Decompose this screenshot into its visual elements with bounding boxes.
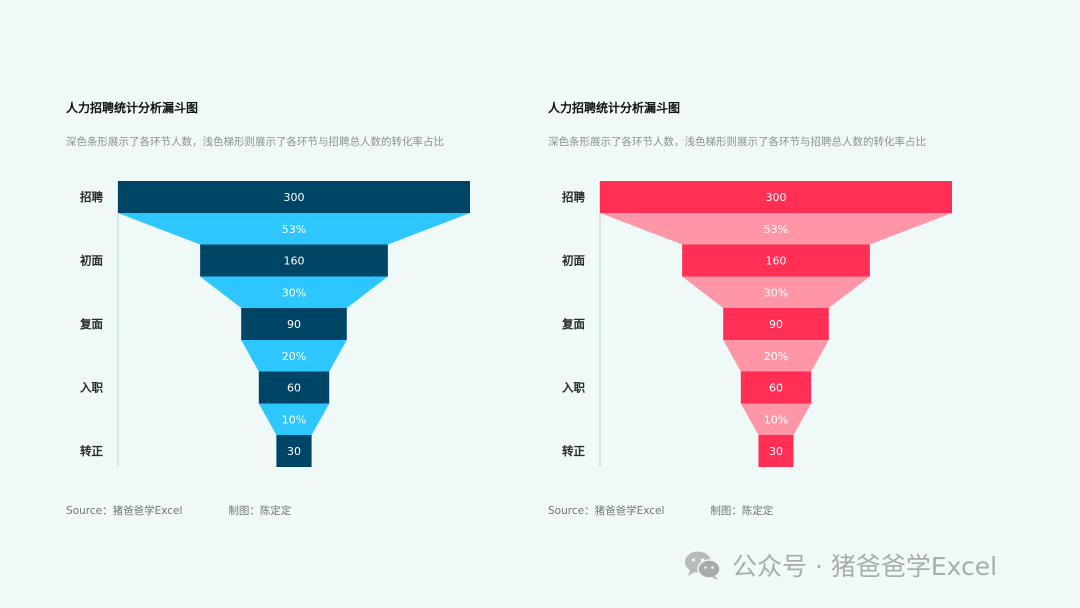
chart-footer: Source：猪爸爸学Excel 制图：陈定定 xyxy=(66,503,291,518)
conversion-trapezoid xyxy=(723,340,829,372)
conversion-rate-label: 30% xyxy=(282,286,306,299)
bar-value-label: 90 xyxy=(287,318,301,331)
funnel-chart: 53% 30% 20% 10% 300 招聘 160 初面 90 复面 60 入职 30 转正 xyxy=(561,181,952,467)
conversion-rate-label: 20% xyxy=(282,350,306,363)
funnel-bar xyxy=(118,181,470,213)
bar-value-label: 90 xyxy=(769,318,783,331)
bar-value-label: 300 xyxy=(284,191,305,204)
stage-label: 复面 xyxy=(79,317,103,331)
funnel-bar xyxy=(258,371,330,404)
funnel-bar xyxy=(723,308,829,340)
chart-title: 人力招聘统计分析漏斗图 xyxy=(548,101,681,115)
bar-value-label: 300 xyxy=(766,191,787,204)
author-text: 制图：陈定定 xyxy=(228,505,292,517)
watermark: 公众号 · 猪爸爸学Excel xyxy=(684,547,997,583)
chart-subtitle: 深色条形展示了各环节人数，浅色梯形则展示了各环节与招聘总人数的转化率占比 xyxy=(548,136,926,148)
conversion-trapezoid xyxy=(600,213,952,245)
wechat-icon xyxy=(685,551,721,580)
author-text: 制图：陈定定 xyxy=(710,505,774,517)
conversion-rate-label: 53% xyxy=(282,223,306,236)
conversion-trapezoid xyxy=(200,276,388,308)
conversion-rate-label: 10% xyxy=(282,413,306,426)
conversion-trapezoid xyxy=(740,403,812,435)
watermark-text: 公众号 · 猪爸爸学Excel xyxy=(732,552,998,581)
conversion-trapezoid xyxy=(258,403,330,435)
stage-label: 转正 xyxy=(562,444,585,458)
chart-subtitle: 深色条形展示了各环节人数，浅色梯形则展示了各环节与招聘总人数的转化率占比 xyxy=(66,136,444,148)
funnel-bar xyxy=(758,435,794,467)
stage-label: 入职 xyxy=(562,381,585,395)
source-text: Source：猪爸爸学Excel xyxy=(548,505,665,517)
stage-label: 初面 xyxy=(80,254,103,268)
bar-value-label: 60 xyxy=(769,382,783,395)
funnel-panel-right: 人力招聘统计分析漏斗图 深色条形展示了各环节人数，浅色梯形则展示了各环节与招聘总… xyxy=(548,0,1008,608)
conversion-trapezoid xyxy=(682,276,870,308)
bar-value-label: 160 xyxy=(284,255,305,268)
stage-label: 转正 xyxy=(80,444,103,458)
stage-label: 招聘 xyxy=(562,190,585,204)
funnel-bar xyxy=(600,181,952,213)
bar-value-label: 60 xyxy=(287,382,301,395)
funnel-bar xyxy=(740,371,812,404)
source-text: Source：猪爸爸学Excel xyxy=(66,505,183,517)
funnel-bar xyxy=(200,244,388,277)
conversion-rate-label: 30% xyxy=(764,286,788,299)
conversion-rate-label: 20% xyxy=(764,350,788,363)
chart-title: 人力招聘统计分析漏斗图 xyxy=(66,101,199,115)
stage-label: 入职 xyxy=(80,381,103,395)
conversion-rate-label: 10% xyxy=(764,413,788,426)
stage-label: 初面 xyxy=(562,254,585,268)
conversion-trapezoid xyxy=(118,213,470,245)
funnel-panel-left: 人力招聘统计分析漏斗图 深色条形展示了各环节人数，浅色梯形则展示了各环节与招聘总… xyxy=(66,0,526,608)
stage-label: 复面 xyxy=(561,317,585,331)
bar-value-label: 30 xyxy=(287,445,301,458)
funnel-bar xyxy=(241,308,347,340)
funnel-chart: 53% 30% 20% 10% 300 招聘 160 初面 90 复面 60 入职 30 转正 xyxy=(79,181,470,467)
conversion-trapezoid xyxy=(241,340,347,372)
bar-value-label: 30 xyxy=(769,445,783,458)
stage-label: 招聘 xyxy=(80,190,103,204)
bar-value-label: 160 xyxy=(766,255,787,268)
funnel-bar xyxy=(682,244,870,277)
chart-footer: Source：猪爸爸学Excel 制图：陈定定 xyxy=(548,503,773,518)
funnel-bar xyxy=(276,435,312,467)
conversion-rate-label: 53% xyxy=(764,223,788,236)
